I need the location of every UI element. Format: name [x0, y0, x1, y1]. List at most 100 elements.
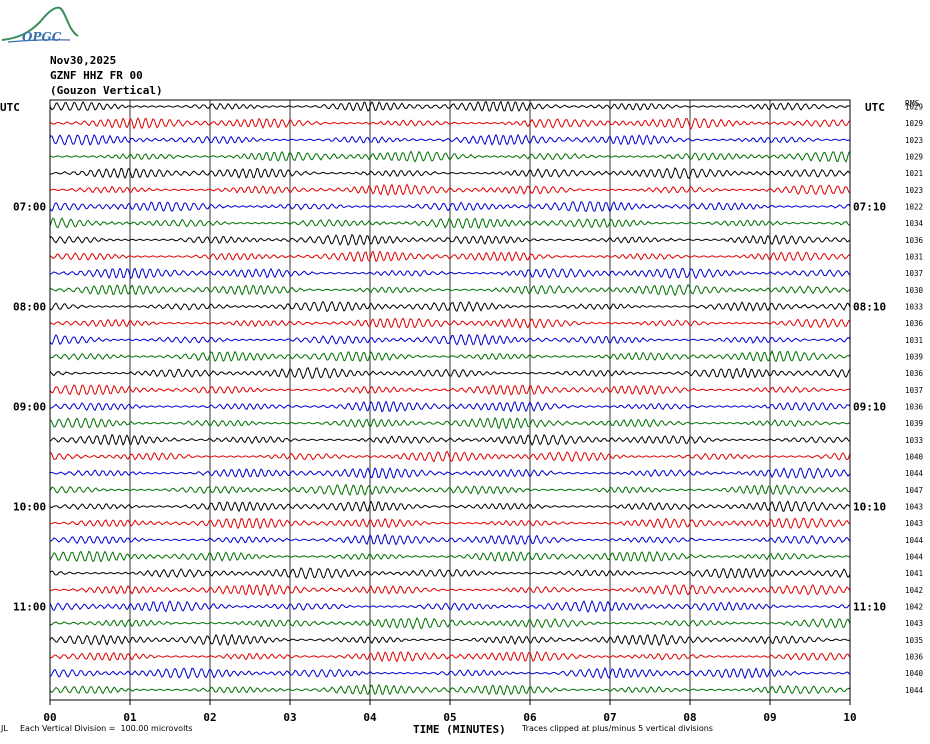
trace-line: [49, 300, 851, 313]
trace-line: [49, 167, 851, 180]
rms-value: 1044: [905, 686, 924, 695]
rms-value: 1030: [905, 286, 924, 295]
scale-note: Each Vertical Division = 100.00 microvol…: [20, 724, 193, 733]
x-tick-label: 03: [283, 711, 296, 724]
rms-header: RMS: [905, 99, 920, 108]
trace-line: [49, 133, 851, 146]
trace-line: [49, 349, 851, 363]
date-label: Nov30,2025: [50, 54, 117, 67]
right-time-labels: 07:10 08:10 09:10 10:10 11:10: [853, 201, 886, 614]
rms-value: 1023: [905, 136, 923, 145]
trace-line: [49, 200, 851, 213]
x-tick-label: 06: [523, 711, 537, 724]
trace-line: [49, 283, 851, 297]
trace-line: [49, 683, 851, 696]
rms-value: 1036: [905, 403, 924, 412]
x-tick-label: 04: [363, 711, 377, 724]
rms-value: 1047: [905, 486, 923, 495]
trace-line: [49, 633, 851, 646]
station-label: GZNF HHZ FR 00: [50, 69, 143, 82]
rms-value: 1041: [905, 569, 923, 578]
trace-line: [49, 217, 851, 230]
rms-value: 1044: [905, 536, 924, 545]
right-time-label: 10:10: [853, 501, 886, 514]
logo-text: OPGC: [22, 30, 62, 44]
x-tick-labels: 00 01 02 03 04 05 06 07 08 09 10: [43, 711, 856, 724]
trace-line: [49, 567, 851, 580]
rms-value: 1031: [905, 336, 923, 345]
trace-line: [49, 583, 851, 597]
rms-value: 1021: [905, 169, 923, 178]
rms-value: 1042: [905, 603, 923, 612]
trace-line: [49, 483, 851, 496]
x-tick-label: 09: [763, 711, 776, 724]
grid-lines: [49, 100, 851, 705]
rms-value: 1042: [905, 586, 923, 595]
x-axis-label: TIME (MINUTES): [413, 723, 506, 736]
trace-line: [49, 650, 851, 663]
trace-line: [49, 600, 851, 613]
trace-line: [49, 384, 851, 396]
right-time-label: 11:10: [853, 601, 886, 614]
left-time-label: 10:00: [13, 501, 46, 514]
trace-line: [49, 250, 851, 263]
x-tick-label: 08: [683, 711, 696, 724]
rms-value: 1033: [905, 436, 923, 445]
rms-values: 1029 1029 1023 1029 1021 1023 1022 1034 1036 1031…: [905, 103, 924, 695]
rms-value: 1029: [905, 119, 923, 128]
opgc-logo: OPGC: [1, 6, 79, 44]
rms-value: 1044: [905, 469, 924, 478]
rms-value: 1035: [905, 636, 923, 645]
trace-line: [49, 533, 851, 546]
trace-line: [49, 317, 851, 329]
trace-line: [49, 550, 851, 563]
rms-value: 1037: [905, 269, 923, 278]
trace-line: [49, 267, 851, 279]
rms-value: 1039: [905, 353, 923, 362]
rms-value: 1036: [905, 236, 924, 245]
trace-line: [49, 117, 851, 130]
trace-line: [49, 183, 851, 196]
x-tick-label: 07: [603, 711, 616, 724]
x-tick-label: 10: [843, 711, 856, 724]
x-tick-label: 01: [123, 711, 137, 724]
rms-value: 1043: [905, 619, 923, 628]
trace-line: [49, 100, 851, 113]
rms-value: 1043: [905, 519, 923, 528]
x-tick-label: 00: [43, 711, 56, 724]
trace-line: [49, 333, 851, 346]
rms-value: 1036: [905, 319, 924, 328]
x-tick-label: 05: [443, 711, 456, 724]
rms-value: 1036: [905, 369, 924, 378]
right-time-label: 07:10: [853, 201, 886, 214]
rms-value: 1023: [905, 186, 923, 195]
rms-value: 1037: [905, 386, 923, 395]
right-time-label: 08:10: [853, 301, 886, 314]
trace-line: [49, 466, 851, 480]
left-time-label: 09:00: [13, 401, 46, 414]
trace-line: [49, 500, 851, 513]
rms-value: 1033: [905, 303, 923, 312]
rms-value: 1036: [905, 653, 924, 662]
trace-line: [49, 400, 851, 413]
rms-value: 1044: [905, 553, 924, 562]
trace-line: [49, 233, 851, 246]
rms-value: 1040: [905, 669, 924, 678]
trace-line: [49, 517, 851, 530]
left-time-labels: 07:00 08:00 09:00 10:00 11:00: [13, 201, 46, 614]
plot-frame: [49, 99, 851, 701]
rms-value: 1029: [905, 103, 923, 112]
trace-line: [49, 616, 851, 630]
location-label: (Gouzon Vertical): [50, 84, 163, 97]
seismic-traces: [49, 100, 851, 696]
rms-value: 1029: [905, 153, 923, 162]
trace-line: [49, 367, 851, 380]
x-tick-label: 02: [203, 711, 216, 724]
rms-value: 1039: [905, 419, 923, 428]
trace-line: [49, 416, 851, 430]
rms-value: 1034: [905, 219, 924, 228]
rms-value: 1022: [905, 203, 923, 212]
right-utc-title: UTC: [865, 101, 885, 114]
